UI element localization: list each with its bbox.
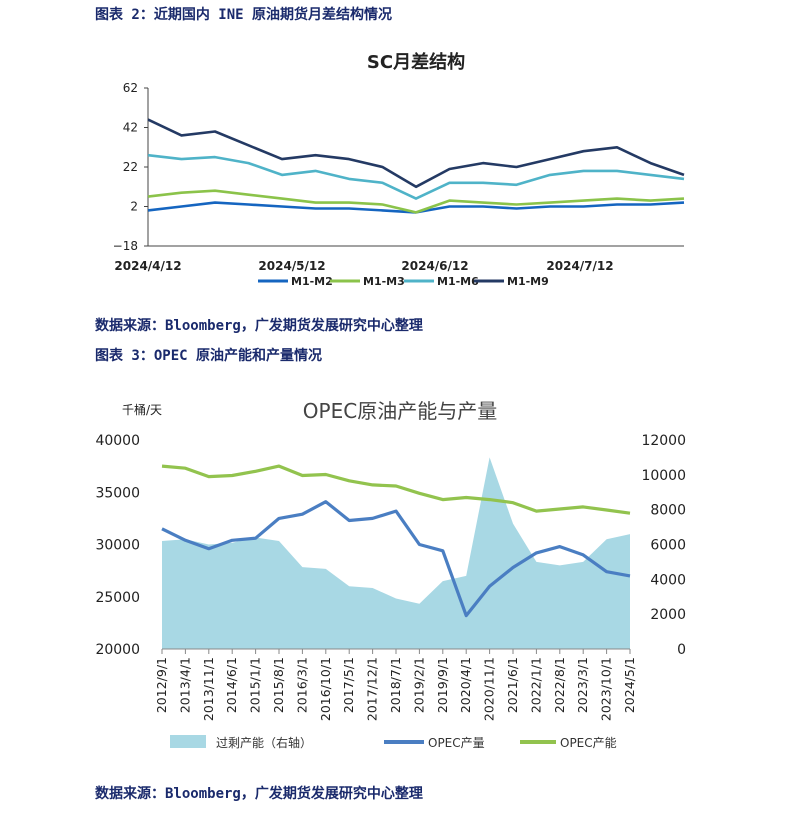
chart1-series-m1-m9 xyxy=(147,118,685,189)
chart2-legend-label: OPEC产量 xyxy=(428,736,485,750)
chart1-legend-label: M1-M9 xyxy=(507,275,549,288)
chart2-series-opec-production xyxy=(161,500,631,618)
chart1-y-tick: 62 xyxy=(123,81,138,95)
figure-3-heading: 图表 3：OPEC 原油产能和产量情况 xyxy=(95,348,323,364)
chart2-x-tick: 2013/4/1 xyxy=(177,657,192,713)
chart2-x-tick: 2023/3/1 xyxy=(575,657,590,713)
chart2-series-spare-capacity xyxy=(162,457,630,649)
source-note-2: 数据来源：Bloomberg，广发期货发展研究中心整理 xyxy=(95,786,423,802)
chart2-series-opec-capacity xyxy=(161,464,631,515)
chart2-right-tick: 0 xyxy=(677,642,686,658)
chart2-x-tick: 2020/11/1 xyxy=(482,657,497,721)
chart2-legend-label: OPEC产能 xyxy=(560,736,617,750)
chart2-right-tick: 4000 xyxy=(650,572,686,588)
chart2-left-tick: 20000 xyxy=(95,642,140,658)
chart2-legend-swatch xyxy=(170,735,206,748)
chart1-series-m1-m2 xyxy=(147,201,685,214)
chart2-x-tick: 2021/6/1 xyxy=(505,657,520,713)
chart2-x-tick: 2023/10/1 xyxy=(599,657,614,721)
chart2-right-tick: 12000 xyxy=(641,433,686,449)
chart1-y-tick: 22 xyxy=(123,160,138,174)
chart2-x-tick: 2024/5/1 xyxy=(622,657,637,713)
chart2-left-tick: 35000 xyxy=(95,485,140,501)
figure-2-heading: 图表 2：近期国内 INE 原油期货月差结构情况 xyxy=(95,7,392,23)
chart2-legend-label: 过剩产能（右轴） xyxy=(216,735,312,750)
chart2-x-tick: 2014/6/1 xyxy=(224,657,239,713)
chart2-right-tick: 8000 xyxy=(650,503,686,519)
chart2-x-tick: 2019/2/1 xyxy=(411,657,426,713)
chart2-x-tick: 2015/1/1 xyxy=(248,657,263,713)
chart2-x-tick: 2012/9/1 xyxy=(154,657,169,713)
chart2-x-tick: 2017/12/1 xyxy=(365,657,380,721)
chart2-right-tick: 6000 xyxy=(650,538,686,554)
chart2-x-tick: 2020/4/1 xyxy=(458,657,473,713)
chart1-series-m1-m6 xyxy=(147,153,685,200)
chart1-legend-label: M1-M3 xyxy=(363,275,405,288)
chart2-x-tick: 2019/9/1 xyxy=(435,657,450,713)
chart2-x-tick: 2022/1/1 xyxy=(528,657,543,713)
chart1-title: SC月差结构 xyxy=(367,51,465,73)
chart1-y-tick: 2 xyxy=(130,200,138,214)
chart2-x-tick: 2015/8/1 xyxy=(271,657,286,713)
chart2-x-tick: 2018/7/1 xyxy=(388,657,403,713)
chart2-x-tick: 2017/5/1 xyxy=(341,657,356,713)
chart2-left-unit: 千桶/天 xyxy=(122,402,162,417)
chart2-left-tick: 30000 xyxy=(95,538,140,554)
source-note-1: 数据来源：Bloomberg，广发期货发展研究中心整理 xyxy=(95,318,423,334)
chart1-x-tick: 2024/4/12 xyxy=(114,259,181,273)
chart1-x-tick: 2024/5/12 xyxy=(258,259,325,273)
chart1-y-tick: −18 xyxy=(113,239,138,253)
chart1-x-tick: 2024/7/12 xyxy=(546,259,613,273)
chart1-legend-label: M1-M6 xyxy=(437,275,479,288)
chart1-y-tick: 42 xyxy=(123,121,138,135)
chart1-legend-label: M1-M2 xyxy=(291,275,333,288)
chart2-x-tick: 2016/10/1 xyxy=(318,657,333,721)
chart1-series-m1-m3 xyxy=(147,189,685,214)
chart2-x-tick: 2013/11/1 xyxy=(201,657,216,721)
chart2-title: OPEC原油产能与产量 xyxy=(303,399,497,423)
chart1-x-tick: 2024/6/12 xyxy=(401,259,468,273)
chart2-left-tick: 40000 xyxy=(95,433,140,449)
chart2-x-tick: 2022/8/1 xyxy=(552,657,567,713)
opec-capacity-chart: OPEC原油产能与产量 千桶/天 20000250003000035000400… xyxy=(95,399,686,750)
chart2-right-tick: 10000 xyxy=(641,468,686,484)
chart2-x-tick: 2016/3/1 xyxy=(294,657,309,713)
chart2-left-tick: 25000 xyxy=(95,590,140,606)
chart2-right-tick: 2000 xyxy=(650,607,686,623)
